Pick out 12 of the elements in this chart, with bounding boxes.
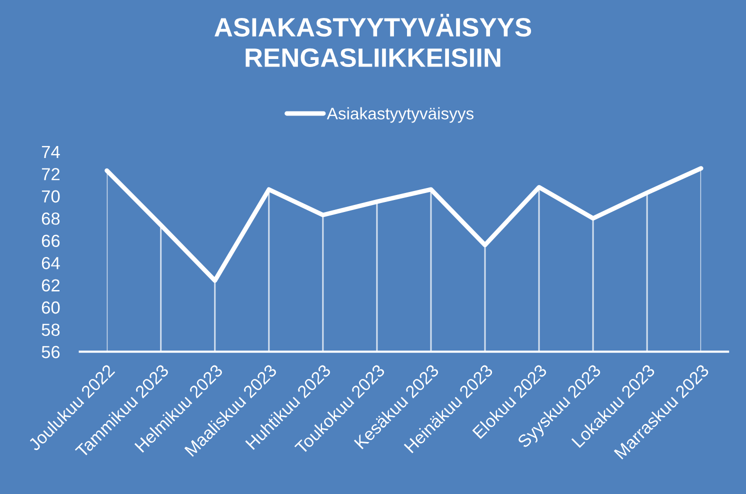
y-tick-label: 58: [42, 324, 60, 336]
y-tick-label: 64: [42, 256, 60, 270]
y-tick-label: 72: [42, 168, 60, 180]
y-tick-label: 68: [42, 212, 60, 225]
y-tick-label: 56: [42, 346, 60, 358]
y-tick-label: 74: [42, 146, 60, 158]
y-tick-label: 60: [42, 301, 60, 314]
legend-label: Asiakastyytyväisyys: [326, 107, 474, 123]
y-tick-label: 70: [42, 190, 60, 203]
chart-title: ASIAKASTYYTYVÄISYYS RENGASLIIKKEISIIN: [214, 14, 532, 68]
y-tick-label: 66: [42, 234, 60, 248]
y-tick-label: 62: [42, 279, 60, 292]
